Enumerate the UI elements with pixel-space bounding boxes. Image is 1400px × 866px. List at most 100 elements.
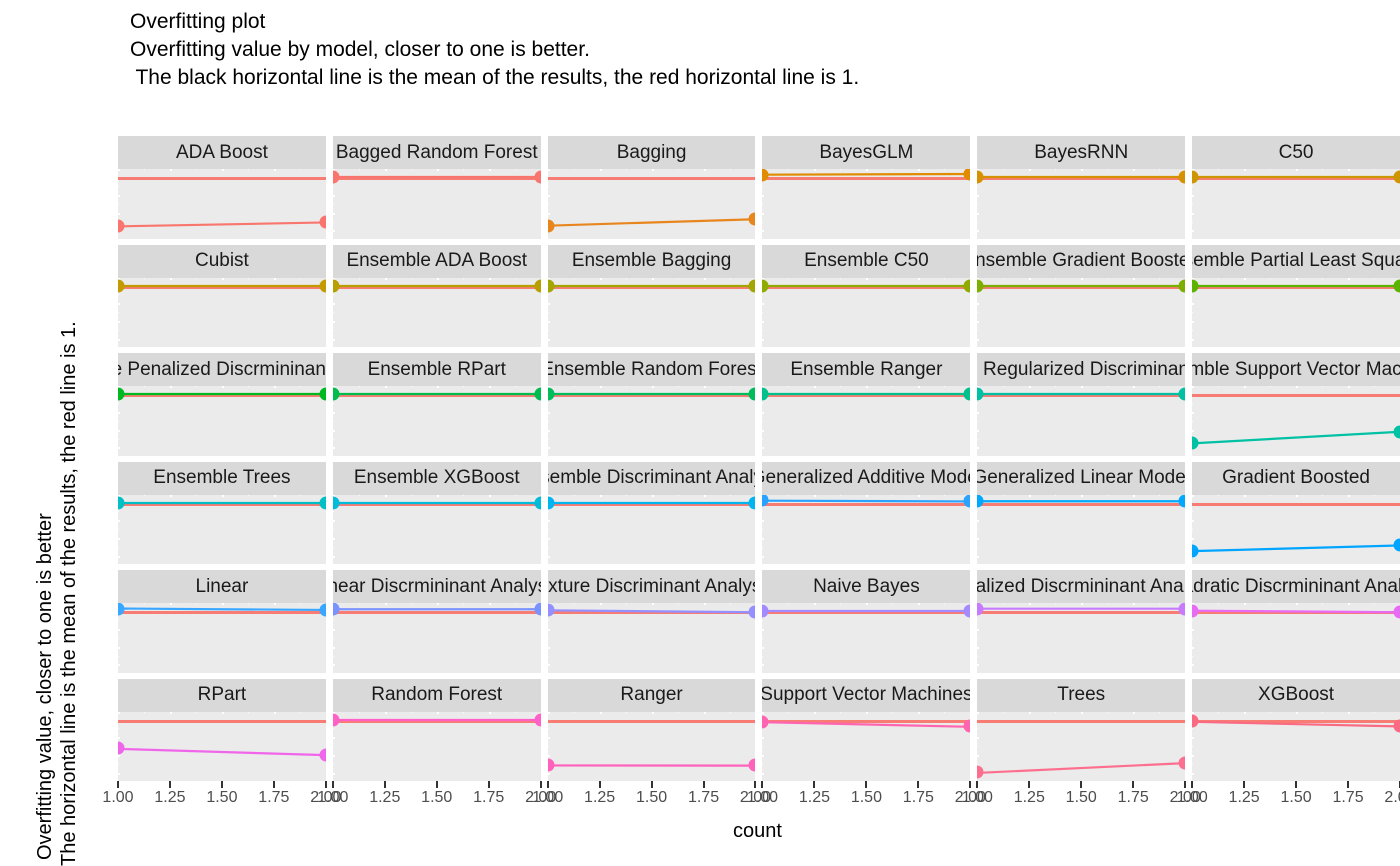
- gridline-major-horizontal: [762, 303, 765, 306]
- gridline-minor-horizontal: [547, 529, 549, 531]
- gridline-major-vertical: [436, 711, 439, 714]
- plot-panel: 1.00.90.80.7: [118, 494, 326, 564]
- gridline-minor-horizontal: [547, 619, 549, 621]
- x-axis-column: 1.00 1.25 1.50 1.75 2.00: [102, 781, 341, 819]
- facet-panel: Ensemble Regularized Discriminant Analys…: [977, 353, 1186, 456]
- series-layer: [1192, 386, 1400, 456]
- gridline-minor-horizontal: [547, 330, 549, 332]
- gridline-minor-vertical: [514, 711, 516, 713]
- gridline-major-horizontal: [118, 646, 120, 649]
- gridline-minor-horizontal: [332, 402, 334, 404]
- gridline-minor-vertical: [1159, 169, 1161, 170]
- gridline-major-horizontal: [1192, 664, 1195, 667]
- gridline-major-horizontal: [762, 772, 765, 775]
- series-line: [548, 610, 756, 612]
- series-point: [1393, 425, 1400, 439]
- gridline-major-horizontal: [332, 429, 335, 432]
- gridline-minor-vertical: [944, 603, 946, 604]
- series-point: [1192, 279, 1199, 293]
- facet-panel: Trees: [977, 678, 1186, 781]
- gridline-minor-horizontal: [118, 547, 119, 549]
- gridline-minor-horizontal: [332, 330, 334, 332]
- gridline-minor-vertical: [1322, 494, 1324, 496]
- facet-strip-label: Ensemble ADA Boost: [346, 250, 528, 271]
- series-point: [977, 765, 984, 779]
- unity-reference-line: [762, 719, 971, 723]
- gridline-minor-vertical: [892, 603, 894, 604]
- gridline-major-horizontal: [118, 429, 120, 432]
- gridline-major-horizontal: [977, 230, 980, 233]
- facet-strip: Ensemble XGBoost: [332, 461, 541, 495]
- gridline-major-vertical: [169, 386, 172, 388]
- gridline-major-vertical: [762, 386, 765, 388]
- facet-strip-label: Gradient Boosted: [1222, 467, 1370, 488]
- x-axis-tick-label: 1.25: [369, 789, 401, 806]
- x-axis-tick-mark: [1243, 781, 1246, 788]
- gridline-major-vertical: [651, 711, 654, 714]
- series-point: [977, 170, 984, 184]
- facet-panel: BayesRNN: [977, 136, 1186, 239]
- gridline-minor-vertical: [1322, 386, 1324, 387]
- gridline-minor-vertical: [247, 494, 249, 496]
- facet-panel: Bagging: [547, 136, 756, 239]
- series-point: [963, 279, 971, 293]
- gridline-major-horizontal: [332, 194, 335, 197]
- x-axis-tick-label: 1.50: [421, 789, 453, 806]
- gridline-minor-horizontal: [977, 619, 979, 621]
- gridline-minor-horizontal: [762, 438, 764, 440]
- x-axis-column: 1.00 1.25 1.50 1.75 2.00: [962, 781, 1201, 819]
- gridline-major-vertical: [814, 169, 817, 171]
- gridline-major-horizontal: [977, 338, 980, 341]
- gridline-minor-vertical: [1374, 711, 1375, 713]
- x-axis-tick-label: 1.50: [1280, 789, 1312, 806]
- series-layer: [1192, 169, 1400, 239]
- plot-panel: [547, 169, 756, 239]
- gridline-minor-vertical: [788, 386, 790, 387]
- series-point: [1192, 544, 1199, 558]
- gridline-major-vertical: [1029, 386, 1032, 388]
- facet-strip: Ensemble RPart: [332, 353, 541, 386]
- gridline-minor-vertical: [1374, 494, 1375, 496]
- gridline-major-vertical: [866, 603, 869, 605]
- series-point: [547, 387, 555, 401]
- series-layer: [333, 495, 541, 565]
- gridline-major-vertical: [651, 603, 654, 605]
- x-axis-tick-mark: [324, 781, 327, 788]
- gridline-major-vertical: [221, 277, 224, 280]
- plot-panel: 1.00.90.80.7: [118, 711, 326, 781]
- gridline-minor-horizontal: [977, 637, 979, 639]
- gridline-major-vertical: [1192, 169, 1195, 171]
- x-axis-tick-mark: [1191, 781, 1194, 788]
- gridline-major-vertical: [1244, 169, 1247, 171]
- facet-strip: Ensemble Gradient Boosted: [977, 244, 1186, 278]
- gridline-minor-horizontal: [1192, 203, 1194, 205]
- facet-panel: Cubist 1.00.90.80.7: [118, 244, 326, 347]
- gridline-major-vertical: [273, 603, 276, 605]
- gridline-major-horizontal: [977, 520, 980, 523]
- series-point: [534, 387, 541, 401]
- gridline-minor-vertical: [788, 277, 790, 279]
- x-axis-title: count: [733, 820, 782, 842]
- series-layer: [977, 169, 1185, 239]
- gridline-major-horizontal: [118, 664, 120, 667]
- facet-strip-label: Penalized Discrmininant Analysis: [977, 575, 1186, 597]
- gridline-major-vertical: [1029, 603, 1032, 605]
- facet-strip: BayesGLM: [762, 136, 971, 169]
- series-point: [977, 387, 984, 401]
- gridline-minor-vertical: [625, 277, 627, 279]
- unity-reference-line: [977, 177, 1186, 181]
- facet-strip-label: Linear Discrmininant Analysis: [333, 575, 541, 597]
- facet-strip-label: XGBoost: [1258, 684, 1335, 705]
- gridline-minor-horizontal: [332, 728, 334, 730]
- gridline-minor-horizontal: [977, 402, 979, 404]
- gridline-minor-horizontal: [332, 547, 334, 549]
- gridline-minor-vertical: [1003, 169, 1005, 170]
- gridline-minor-horizontal: [1192, 637, 1194, 639]
- gridline-minor-horizontal: [1192, 420, 1194, 422]
- facet-panel: Naive Bayes: [762, 570, 971, 673]
- facet-strip: Cubist: [118, 244, 326, 278]
- gridline-major-horizontal: [762, 447, 765, 450]
- gridline-minor-vertical: [677, 603, 679, 604]
- plot-panel: [977, 711, 1186, 781]
- gridline-major-horizontal: [977, 321, 980, 324]
